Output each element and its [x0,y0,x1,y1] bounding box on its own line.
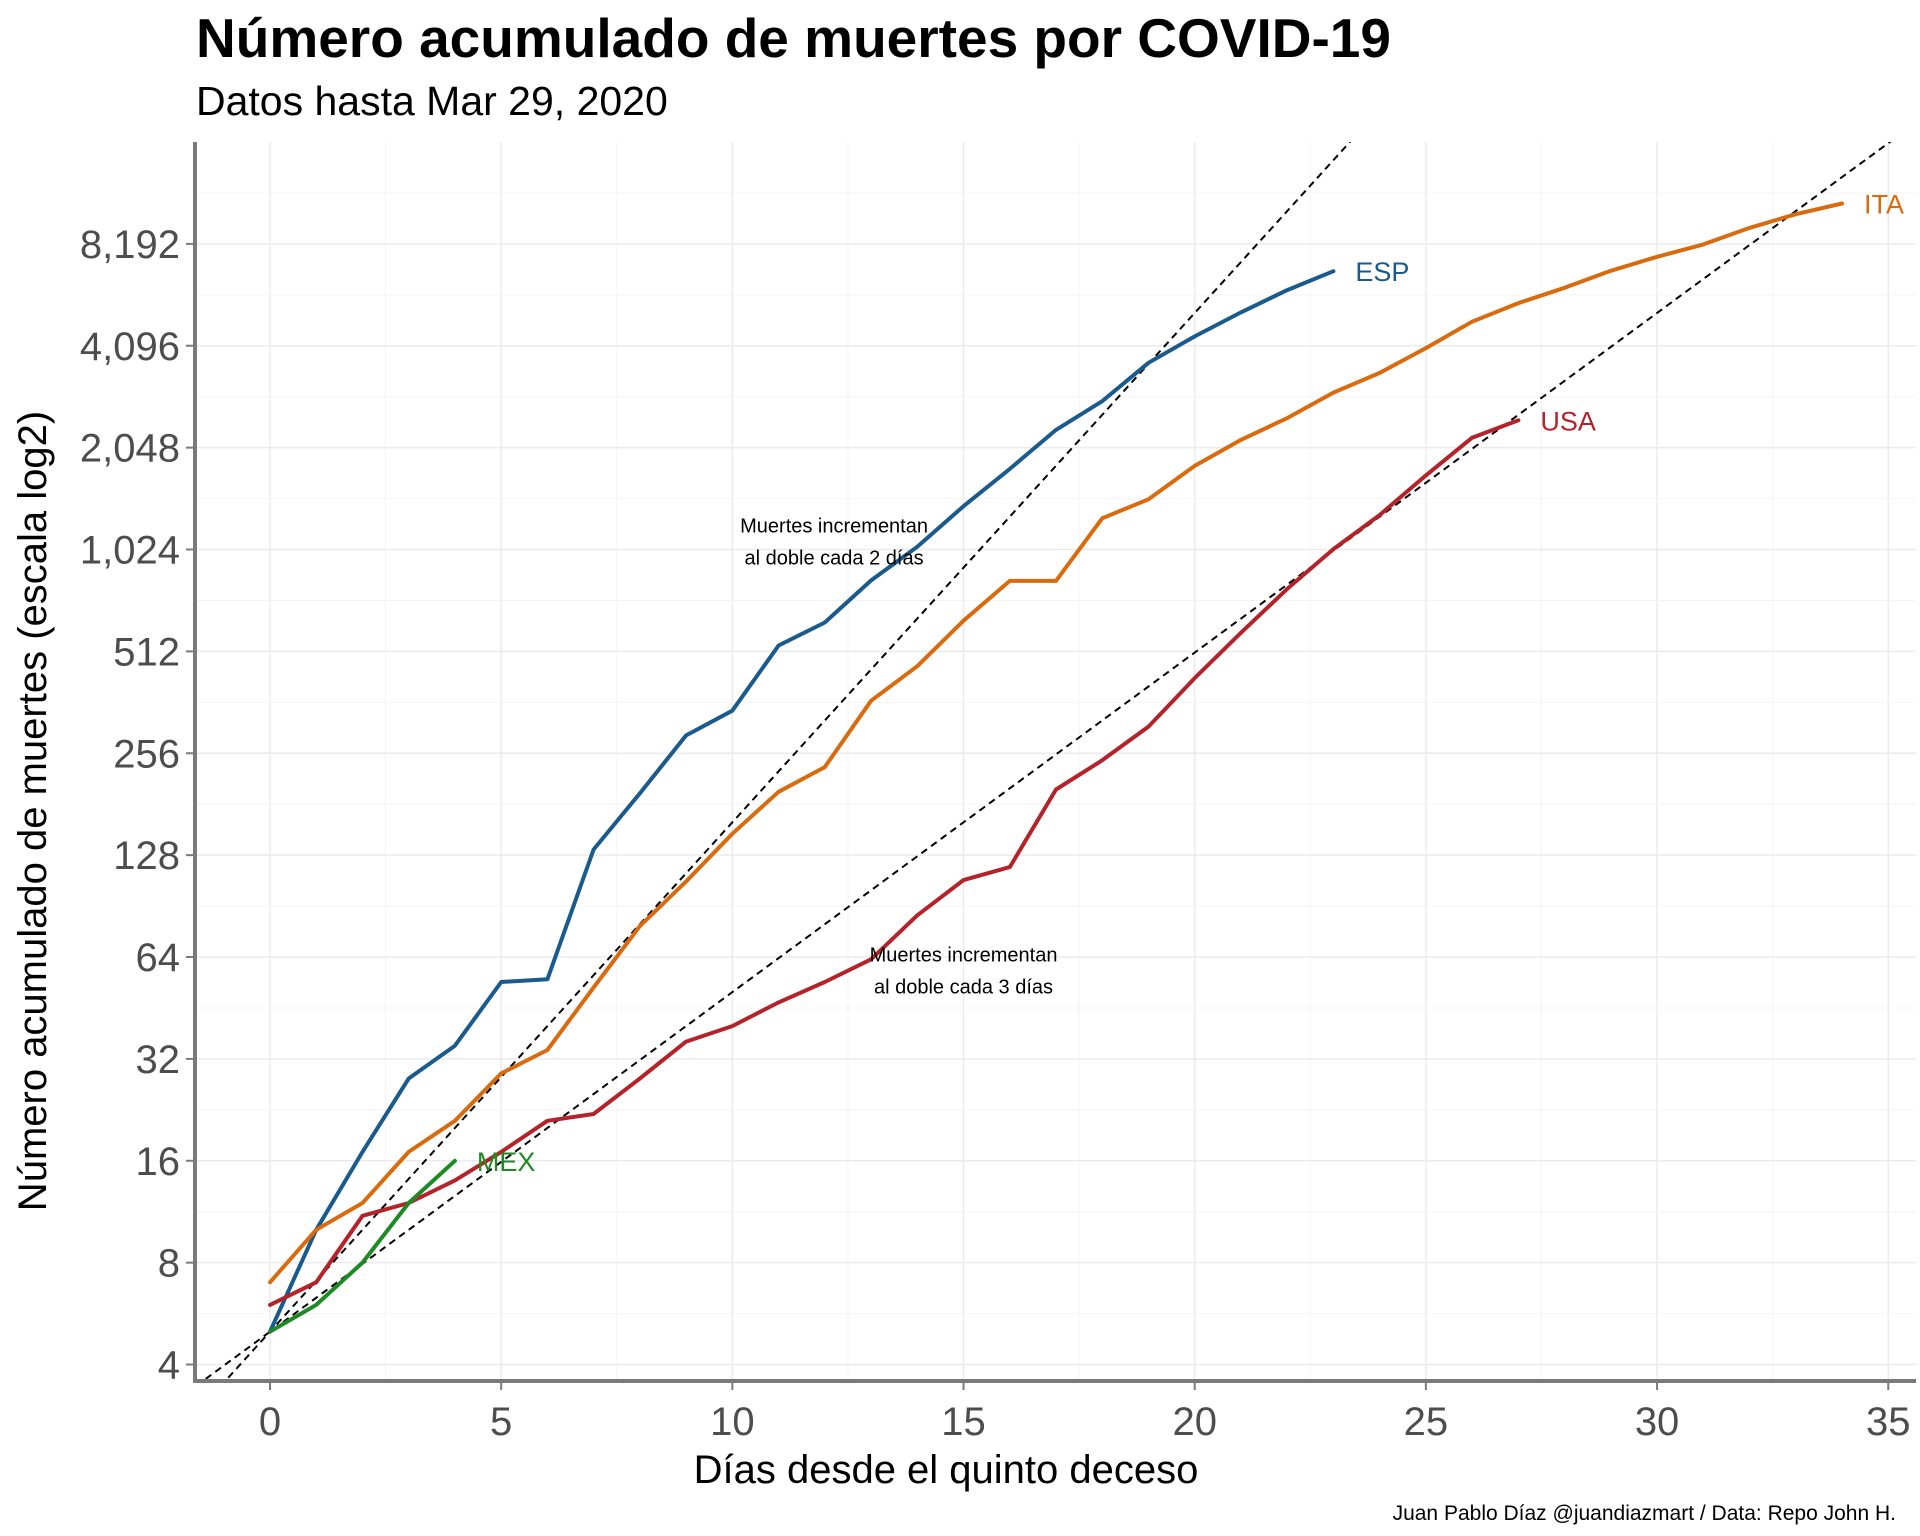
x-tick-label: 35 [1866,1400,1911,1444]
x-tick-label: 30 [1635,1400,1680,1444]
reference-lines [202,142,1892,1380]
series-label-ita: ITA [1864,190,1904,220]
x-tick-label: 20 [1172,1400,1217,1444]
y-axis-title: Número acumulado de muertes (escala log2… [11,411,55,1211]
annotation-doubling-2-days: Muertes incrementan al doble cada 2 días [740,515,928,569]
y-tick-label: 16 [136,1140,181,1184]
series-line-usa [268,418,1521,1307]
y-tick-label: 2,048 [80,427,180,471]
series-line-mex [268,1158,457,1334]
chart-title: Número acumulado de muertes por COVID-19 [196,7,1391,69]
series-label-mex: MEX [477,1147,536,1177]
y-tick-label: 1,024 [80,529,180,573]
axes: 0 5 10 15 20 25 30 35 4 8 16 32 64 128 256 512 1,024 2,04… [11,142,1916,1492]
series-line-ita [268,201,1844,1285]
x-tick-label: 15 [941,1400,986,1444]
x-tick-label: 0 [259,1400,281,1444]
x-tick-label: 5 [490,1400,512,1444]
y-tick-label: 512 [113,630,180,674]
series-label-esp: ESP [1355,257,1409,287]
y-tick-label: 256 [113,732,180,776]
series-line-esp [268,269,1336,1334]
y-tick-label: 8,192 [80,223,180,267]
series-lines [268,201,1844,1334]
x-tick-label: 25 [1404,1400,1449,1444]
y-tick-label: 32 [136,1038,181,1082]
x-tick-label: 10 [710,1400,755,1444]
grid [196,142,1916,1380]
labels: ESP ITA USA MEX Muertes incrementan al doble … [477,190,1904,1177]
y-tick-label: 4 [158,1344,180,1388]
y-tick-label: 64 [136,936,181,980]
y-tick-label: 8 [158,1242,180,1286]
chart-caption: Juan Pablo Díaz @juandiazmart / Data: Re… [1392,1502,1896,1525]
annotation-doubling-3-days: Muertes incrementan al doble cada 3 días [870,945,1058,999]
series-label-usa: USA [1540,406,1596,436]
reference-line-2-days [224,142,1352,1380]
y-tick-label: 4,096 [80,325,180,369]
y-tick-label: 128 [113,834,180,878]
reference-line-3-days [202,142,1892,1380]
x-axis-title: Días desde el quinto deceso [694,1448,1199,1492]
chart-subtitle: Datos hasta Mar 29, 2020 [196,78,668,124]
